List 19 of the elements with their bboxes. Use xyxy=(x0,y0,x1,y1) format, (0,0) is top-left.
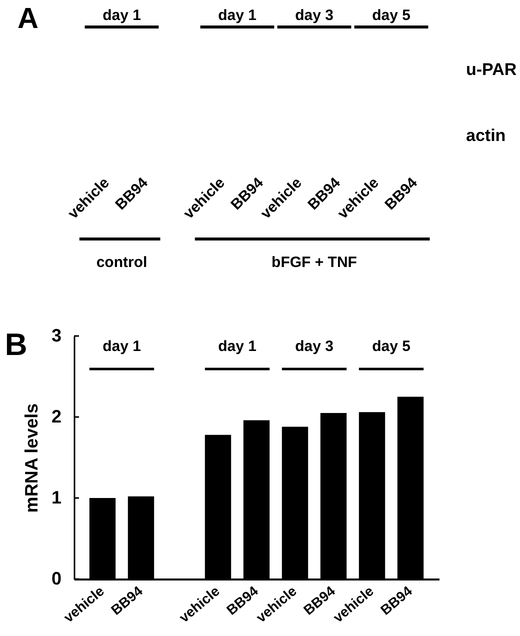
text: A xyxy=(18,3,39,35)
annotation: day 5 xyxy=(372,338,410,355)
y-axis-title: mRNA levels xyxy=(21,403,42,513)
category-label: u-PAR xyxy=(466,60,517,79)
annotation: day 3 xyxy=(295,338,334,355)
text: day 1 xyxy=(218,7,256,24)
annotation: day 1 xyxy=(218,338,256,355)
text: day 5 xyxy=(372,7,410,24)
category-label: actin xyxy=(466,126,506,145)
y-tick-label: 2 xyxy=(51,406,62,426)
text: day 1 xyxy=(102,7,141,24)
text: control xyxy=(96,254,148,271)
text: bFGF + TNF xyxy=(272,254,357,271)
annotation: day 1 xyxy=(102,338,141,355)
chart-title: B xyxy=(4,327,28,362)
y-tick-label: 0 xyxy=(51,568,62,588)
y-tick-label: 3 xyxy=(51,326,62,346)
text: day 3 xyxy=(295,7,334,24)
y-tick-label: 1 xyxy=(51,488,62,508)
